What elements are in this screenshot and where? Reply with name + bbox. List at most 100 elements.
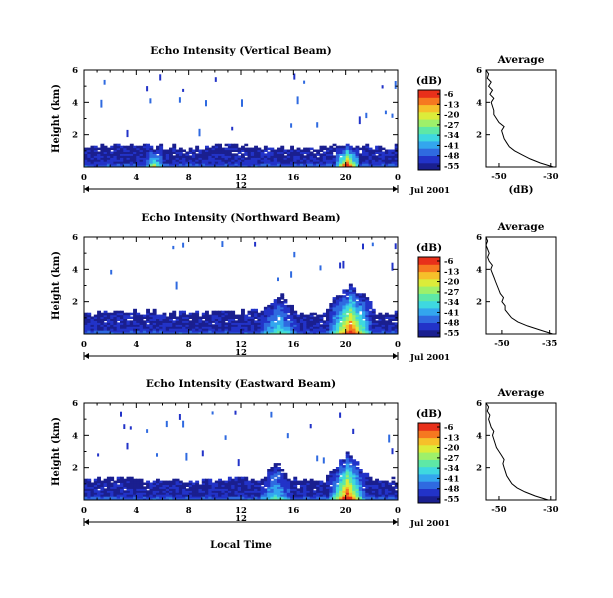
heatmap-cell [237, 478, 242, 482]
heatmap-cell [371, 316, 376, 319]
heatmap-cell [106, 322, 111, 325]
heatmap-cell [142, 330, 147, 333]
average-x-tick-label: -50 [494, 339, 509, 349]
heatmap-cell [156, 145, 160, 149]
heatmap-cell [378, 157, 383, 160]
heatmap-cell [205, 324, 209, 327]
heatmap-cell [293, 326, 298, 329]
heatmap-cell [306, 149, 311, 152]
heatmap-cell [345, 301, 350, 304]
heatmap-cell [139, 163, 144, 166]
heatmap-cell [381, 147, 386, 151]
heatmap-cell [280, 149, 285, 152]
heatmap-cell [348, 316, 353, 319]
heatmap-cell [329, 157, 334, 160]
heatmap-cell [339, 151, 343, 154]
heatmap-cell [159, 157, 164, 160]
heatmap-cell [326, 165, 330, 167]
heatmap-cell [316, 494, 321, 497]
heatmap-cell [283, 484, 288, 487]
heatmap-cell [322, 492, 327, 495]
heatmap-cell [97, 147, 101, 151]
heatmap-cell [218, 163, 222, 166]
heatmap-cell [384, 163, 389, 166]
heatmap-cell [214, 151, 219, 154]
heatmap-cell [142, 482, 147, 485]
heatmap-cell [332, 498, 337, 500]
heatmap-cell [332, 488, 337, 491]
heatmap-cell [355, 498, 360, 500]
heatmap-cell [103, 330, 108, 333]
heatmap-cell [316, 322, 321, 325]
heatmap-cell [93, 161, 98, 164]
heatmap-cell [218, 316, 222, 319]
heatmap-cell [391, 492, 396, 495]
heatmap-cell [342, 482, 347, 485]
heatmap-cell [355, 328, 360, 331]
heatmap-cell [270, 332, 275, 334]
colorbar-tick-label: -34 [444, 131, 459, 141]
heatmap-cell [316, 330, 321, 333]
heatmap-cell [110, 322, 115, 325]
heatmap-cell [326, 312, 330, 316]
average-title: Average [497, 387, 545, 399]
heatmap-cell [316, 151, 321, 154]
heatmap-cell [250, 310, 255, 314]
heatmap-cell [227, 310, 232, 314]
heatmap-cell [214, 314, 219, 318]
heatmap-cell [169, 488, 173, 491]
heatmap-cell [335, 484, 340, 487]
heatmap-cell [362, 153, 366, 156]
heatmap-cell [329, 322, 334, 325]
heatmap-cell [142, 326, 147, 329]
heatmap-cell [352, 330, 357, 333]
heatmap-cell [345, 465, 350, 468]
heatmap-cell [103, 488, 108, 491]
heatmap-cell [129, 490, 134, 493]
heatmap-cell [391, 496, 396, 499]
heatmap-cell [358, 295, 363, 298]
heatmap-cell [342, 149, 347, 152]
heatmap-cell [106, 490, 111, 493]
heatmap-cell [205, 486, 209, 489]
heatmap-cell [365, 480, 370, 484]
heatmap-cell [201, 498, 206, 500]
heatmap-cell [237, 484, 242, 487]
heatmap-cell [120, 482, 124, 485]
heatmap-cell [391, 153, 396, 156]
heatmap-cell [129, 482, 134, 485]
heatmap-cell [214, 157, 219, 160]
heatmap-cell [110, 314, 115, 318]
heatmap-cell [188, 332, 193, 334]
heatmap-cell [319, 165, 324, 167]
heatmap-cell [250, 490, 255, 493]
heatmap-cell [365, 476, 370, 480]
heatmap-cell [283, 476, 288, 480]
heatmap-cell [362, 478, 366, 482]
x-tick-label: 20 [340, 506, 352, 516]
heatmap-cell [335, 478, 340, 482]
heatmap-cell [335, 297, 340, 300]
heatmap-cell [100, 143, 105, 147]
heatmap-cell [169, 163, 173, 166]
heatmap-cell [368, 155, 373, 158]
heatmap-cell [299, 480, 304, 484]
heatmap-cell [100, 149, 105, 152]
heatmap-cell [100, 324, 105, 327]
heatmap-cell [250, 320, 255, 323]
heatmap-cell [146, 318, 150, 321]
heatmap-cell [260, 494, 265, 497]
heatmap-cell [208, 161, 213, 164]
heatmap-cell [273, 482, 278, 485]
heatmap-cell [332, 478, 337, 482]
heatmap-cell [313, 159, 317, 162]
heatmap-cell [335, 155, 340, 158]
heatmap-cell [362, 161, 366, 164]
heatmap-cell [286, 155, 291, 158]
heatmap-cell [391, 476, 396, 480]
heatmap-cell [322, 153, 327, 156]
heatmap-cell [352, 470, 357, 474]
heatmap-cell [198, 159, 203, 162]
heatmap-cell [191, 326, 196, 329]
